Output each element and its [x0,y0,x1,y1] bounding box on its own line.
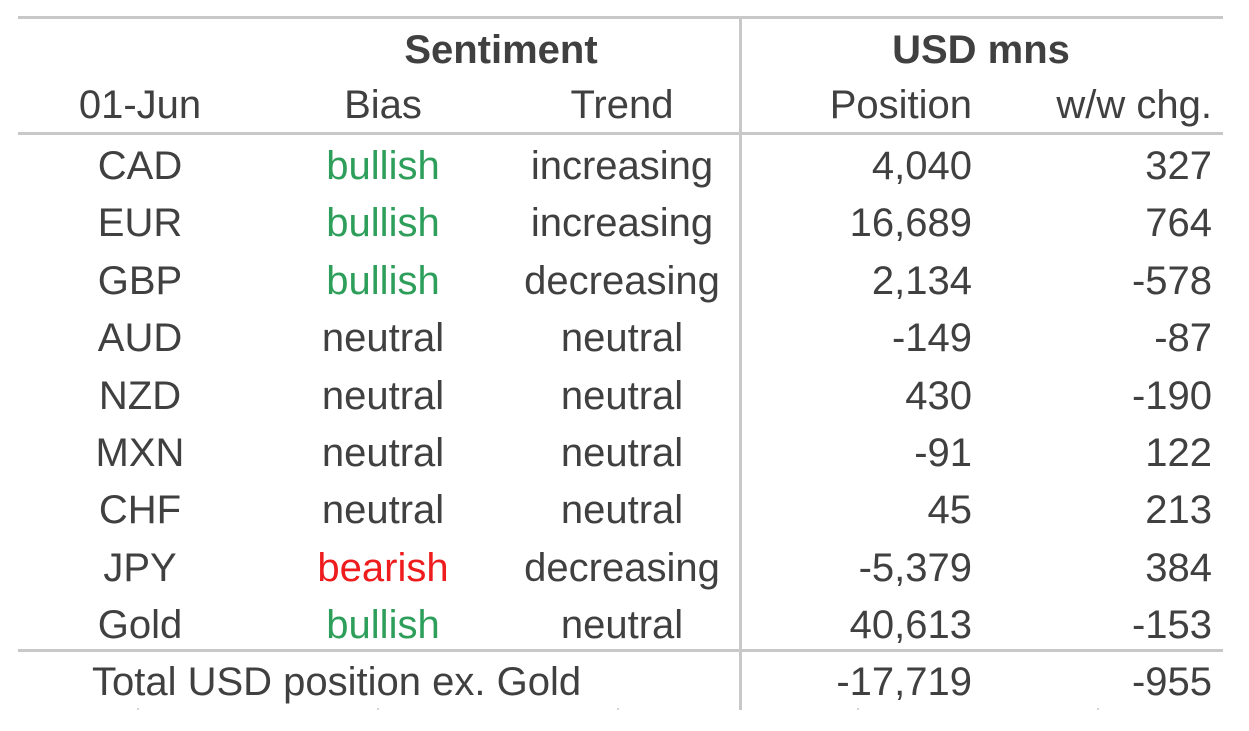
change-value: 384 [1145,546,1212,590]
change-value: -190 [1131,374,1212,418]
bias-column-header: Bias [344,83,422,127]
trend-value: increasing [530,201,714,245]
position-value: 40,613 [849,603,972,647]
position-value: 16,689 [849,201,972,245]
trend-value: neutral [560,603,684,647]
change-value: -578 [1131,259,1212,303]
trend-value: decreasing [524,259,720,303]
change-value: 327 [1145,144,1212,188]
change-value: -153 [1131,603,1212,647]
currency-code: AUD [97,316,183,360]
position-value: 2,134 [871,259,972,303]
position-value: 4,040 [871,144,972,188]
currency-code: NZD [98,374,182,418]
sentiment-group-header: Sentiment [404,28,598,72]
usd-group-header: USD mns [892,28,1070,72]
trend-value: neutral [560,316,684,360]
date-column-header: 01-Jun [78,83,202,127]
bias-value: neutral [321,431,445,475]
total-position: -17,719 [836,660,972,704]
currency-code: MXN [95,431,185,475]
header-rule [18,132,1223,135]
total-change: -955 [1131,660,1212,704]
trend-value: neutral [560,374,684,418]
currency-code: EUR [97,201,183,245]
bias-value: bearish [317,546,449,590]
position-column-header: Position [829,83,972,127]
trend-value: neutral [560,488,684,532]
trend-value: neutral [560,431,684,475]
currency-code: CHF [98,488,182,532]
change-value: 213 [1145,488,1212,532]
total-rule [18,649,1223,652]
currency-code: JPY [103,546,177,590]
change-column-header: w/w chg. [1056,83,1212,127]
positioning-table: Sentiment USD mns 01-Jun Bias Trend Posi… [18,16,1223,710]
bottom-rule [18,708,1223,710]
bias-value: bullish [326,144,440,188]
bias-value: bullish [326,603,440,647]
top-rule [18,16,1223,19]
position-value: -91 [914,431,972,475]
position-value: 45 [927,488,973,532]
bias-value: neutral [321,488,445,532]
currency-code: CAD [97,144,183,188]
position-value: 430 [905,374,972,418]
change-value: 122 [1145,431,1212,475]
trend-column-header: Trend [570,83,674,127]
trend-value: decreasing [524,546,720,590]
bias-value: neutral [321,374,445,418]
total-label: Total USD position ex. Gold [92,660,582,704]
currency-code: Gold [97,603,183,647]
currency-code: GBP [97,259,183,303]
trend-value: increasing [530,144,714,188]
change-value: -87 [1154,316,1212,360]
column-divider [739,16,742,710]
bias-value: neutral [321,316,445,360]
position-value: -149 [891,316,972,360]
change-value: 764 [1145,201,1212,245]
bias-value: bullish [326,259,440,303]
bias-value: bullish [326,201,440,245]
position-value: -5,379 [858,546,972,590]
